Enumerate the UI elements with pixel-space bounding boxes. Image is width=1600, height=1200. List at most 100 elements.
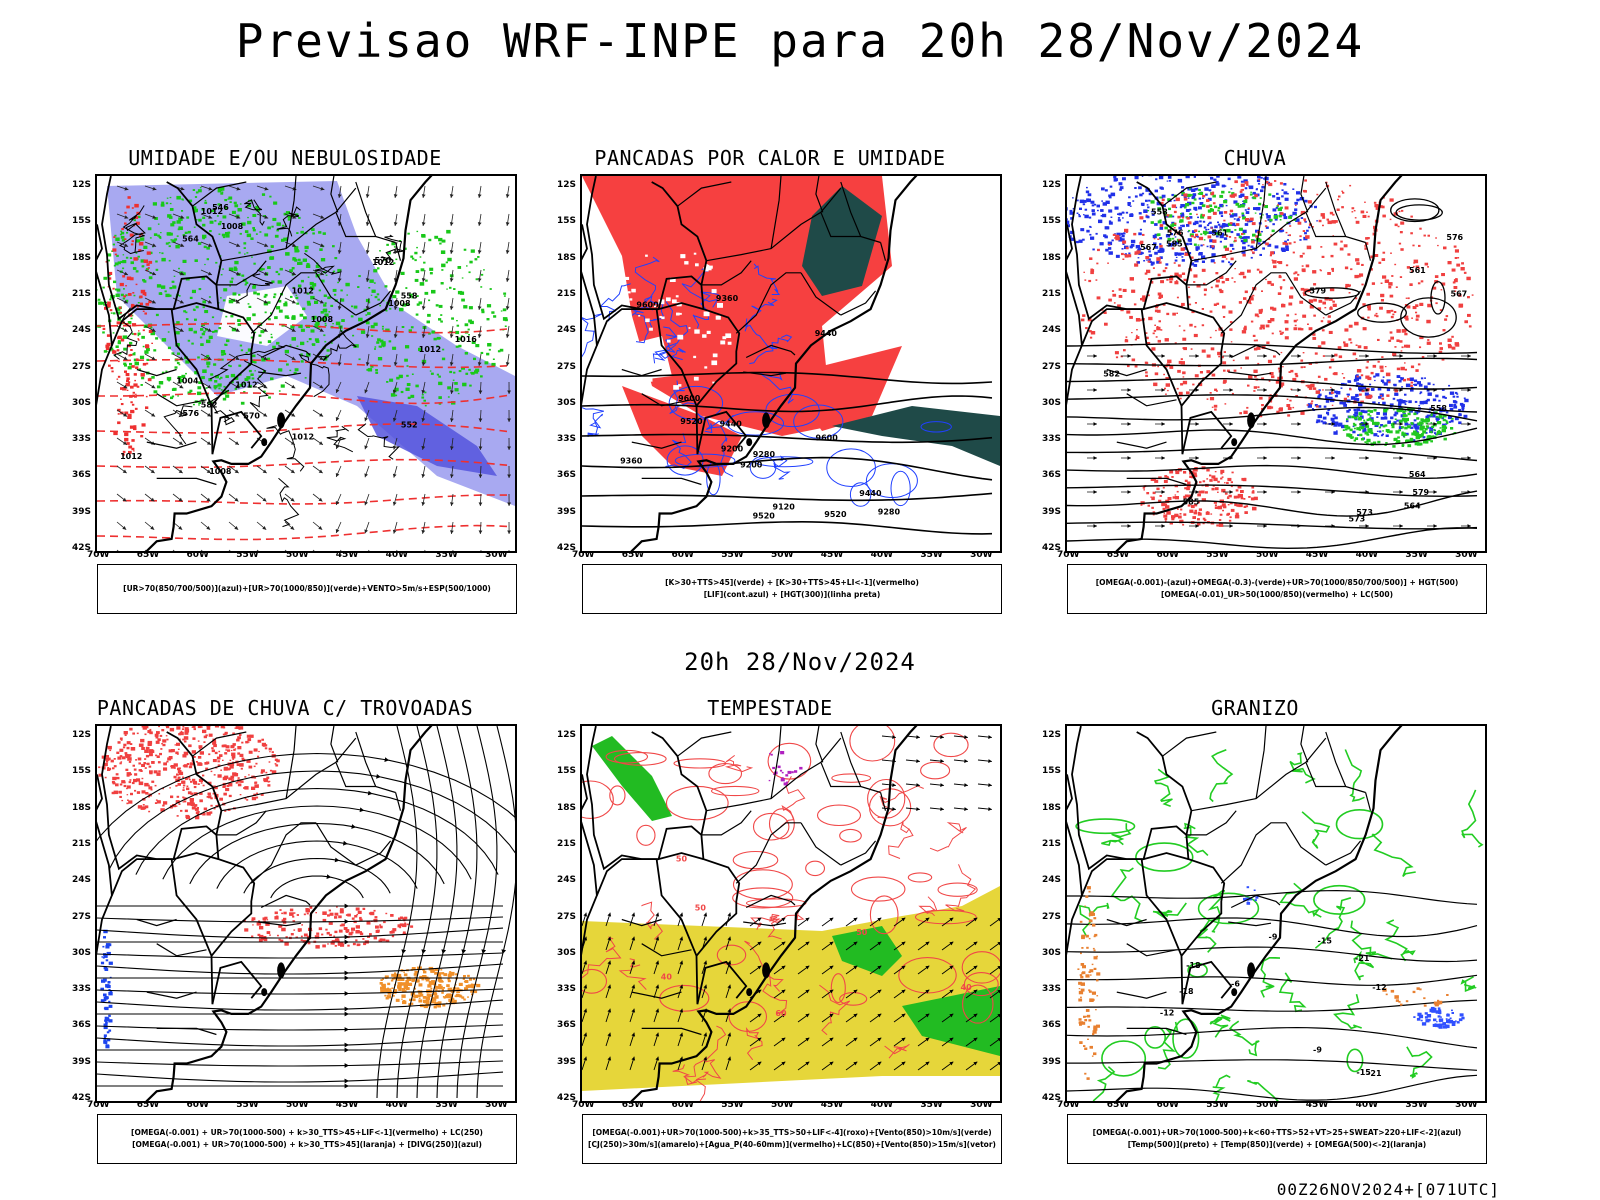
- arrow-head: [122, 469, 127, 474]
- contour-line: [1067, 446, 1478, 462]
- arrow-head: [679, 912, 684, 917]
- state-border: [701, 810, 752, 836]
- contour-label: 582: [201, 401, 218, 410]
- arrow-head: [505, 278, 510, 282]
- arrow-head: [393, 250, 398, 254]
- contour-line: [1209, 1014, 1231, 1038]
- contour-line: [582, 405, 605, 429]
- state-border: [880, 792, 887, 811]
- lat-tick-label: 15S: [1042, 216, 1062, 227]
- arrow-head: [757, 965, 762, 970]
- state-border: [840, 731, 862, 787]
- arrow-head: [392, 501, 397, 506]
- lon-tick-label: 45W: [335, 550, 359, 560]
- lon-tick-label: 55W: [236, 550, 259, 560]
- wind-vectors: [1087, 354, 1471, 528]
- arrow-head: [235, 384, 240, 389]
- state-border: [677, 731, 732, 757]
- arrow-head: [421, 250, 426, 254]
- arrow-head: [607, 960, 612, 965]
- state-border: [1300, 726, 1309, 763]
- streamline: [456, 726, 498, 1099]
- contour-line: [1333, 994, 1362, 1030]
- arrow-head: [449, 362, 454, 366]
- state-border: [743, 921, 787, 927]
- contour-line: [684, 1025, 727, 1086]
- arrow-head: [290, 497, 295, 502]
- lat-tick-label: 36S: [557, 1020, 577, 1031]
- arrow-head: [262, 469, 267, 474]
- arrow-head: [124, 271, 128, 276]
- lon-tick-label: 40W: [1355, 550, 1379, 560]
- lat-tick-label: 27S: [557, 361, 577, 372]
- contour-label: -15: [1318, 937, 1333, 946]
- arrow-head: [583, 1056, 588, 1061]
- arrow-head: [1195, 456, 1199, 460]
- arrow-head: [365, 306, 370, 310]
- lon-tick-label: 45W: [335, 1100, 359, 1110]
- arrow-head: [392, 417, 397, 422]
- legend-text: [UR>70(850/700/500)](azul)+[UR>70(1000/8…: [123, 584, 491, 593]
- state-border: [1305, 212, 1366, 244]
- state-border: [1305, 762, 1366, 794]
- coastline: [145, 726, 433, 1101]
- streamline: [476, 726, 515, 1099]
- contour-line: [1067, 357, 1478, 367]
- contour-label: 1012: [292, 287, 314, 296]
- lon-tick-label: 45W: [820, 550, 844, 560]
- arrow-head: [949, 965, 954, 970]
- contour-labels: -6 -9 -12 -15 -18 -21 -12 -15 -18 -21 -9: [1160, 932, 1387, 1078]
- streamline: [189, 822, 445, 885]
- arrow-head: [631, 1056, 636, 1061]
- streamline: [162, 805, 472, 880]
- state-border: [1191, 187, 1327, 262]
- country-border: [1081, 308, 1183, 407]
- contour-loop: [962, 984, 994, 1024]
- arrow-head: [679, 960, 684, 965]
- map-frame: -6 -9 -12 -15 -18 -21 -12 -15 -18 -21 -9: [1065, 724, 1487, 1103]
- contour-line: [118, 222, 146, 255]
- arrow-head: [1365, 354, 1369, 358]
- lat-tick-label: 24S: [557, 325, 577, 336]
- arrow-head: [1297, 524, 1301, 528]
- arrow-head: [949, 1061, 954, 1066]
- contour-loop: [1346, 1048, 1364, 1073]
- lat-tick-label: 33S: [1042, 984, 1062, 995]
- borders: [97, 726, 433, 1101]
- arrow-head: [1195, 354, 1199, 358]
- arrow-head: [1127, 524, 1131, 528]
- arrow-head: [1161, 490, 1165, 494]
- arrow-head: [877, 941, 882, 946]
- arrow-head: [1365, 388, 1369, 392]
- arrow-head: [997, 941, 1000, 946]
- arrow-head: [631, 1032, 636, 1037]
- arrow-head: [1331, 422, 1335, 426]
- contour-label: 9360: [716, 294, 739, 303]
- arrow-head: [940, 735, 944, 739]
- arrow-head: [421, 194, 426, 198]
- wind-arrow: [200, 549, 203, 551]
- map-plot: 585 585 582 579 579 576 573 567 564 561 558 576 573 5…: [1067, 176, 1478, 551]
- contour-loop: [869, 895, 899, 935]
- arrow-head: [478, 418, 483, 422]
- contour-loop: [1144, 1025, 1167, 1049]
- state-border: [1325, 840, 1362, 866]
- state-border: [1106, 368, 1147, 377]
- contour-loop: [728, 1001, 768, 1032]
- arrow-head: [583, 912, 588, 917]
- map-plot: 50 40 50 60 40 50: [582, 726, 1000, 1101]
- lon-tick-label: 40W: [870, 1100, 894, 1110]
- lagoon: [746, 438, 753, 447]
- arrow-head: [631, 936, 636, 941]
- arrow-head: [344, 919, 349, 924]
- arrow-head: [393, 362, 398, 366]
- arrow-head: [727, 1008, 732, 1013]
- state-border: [1300, 176, 1309, 213]
- country-border: [97, 774, 113, 956]
- contour-loop: [826, 448, 876, 488]
- lat-tick-label: 18S: [557, 802, 577, 813]
- contour-label: 561: [1409, 266, 1426, 275]
- wind-arrow: [256, 549, 259, 551]
- arrow-head: [1229, 490, 1233, 494]
- arrow-head: [1229, 388, 1233, 392]
